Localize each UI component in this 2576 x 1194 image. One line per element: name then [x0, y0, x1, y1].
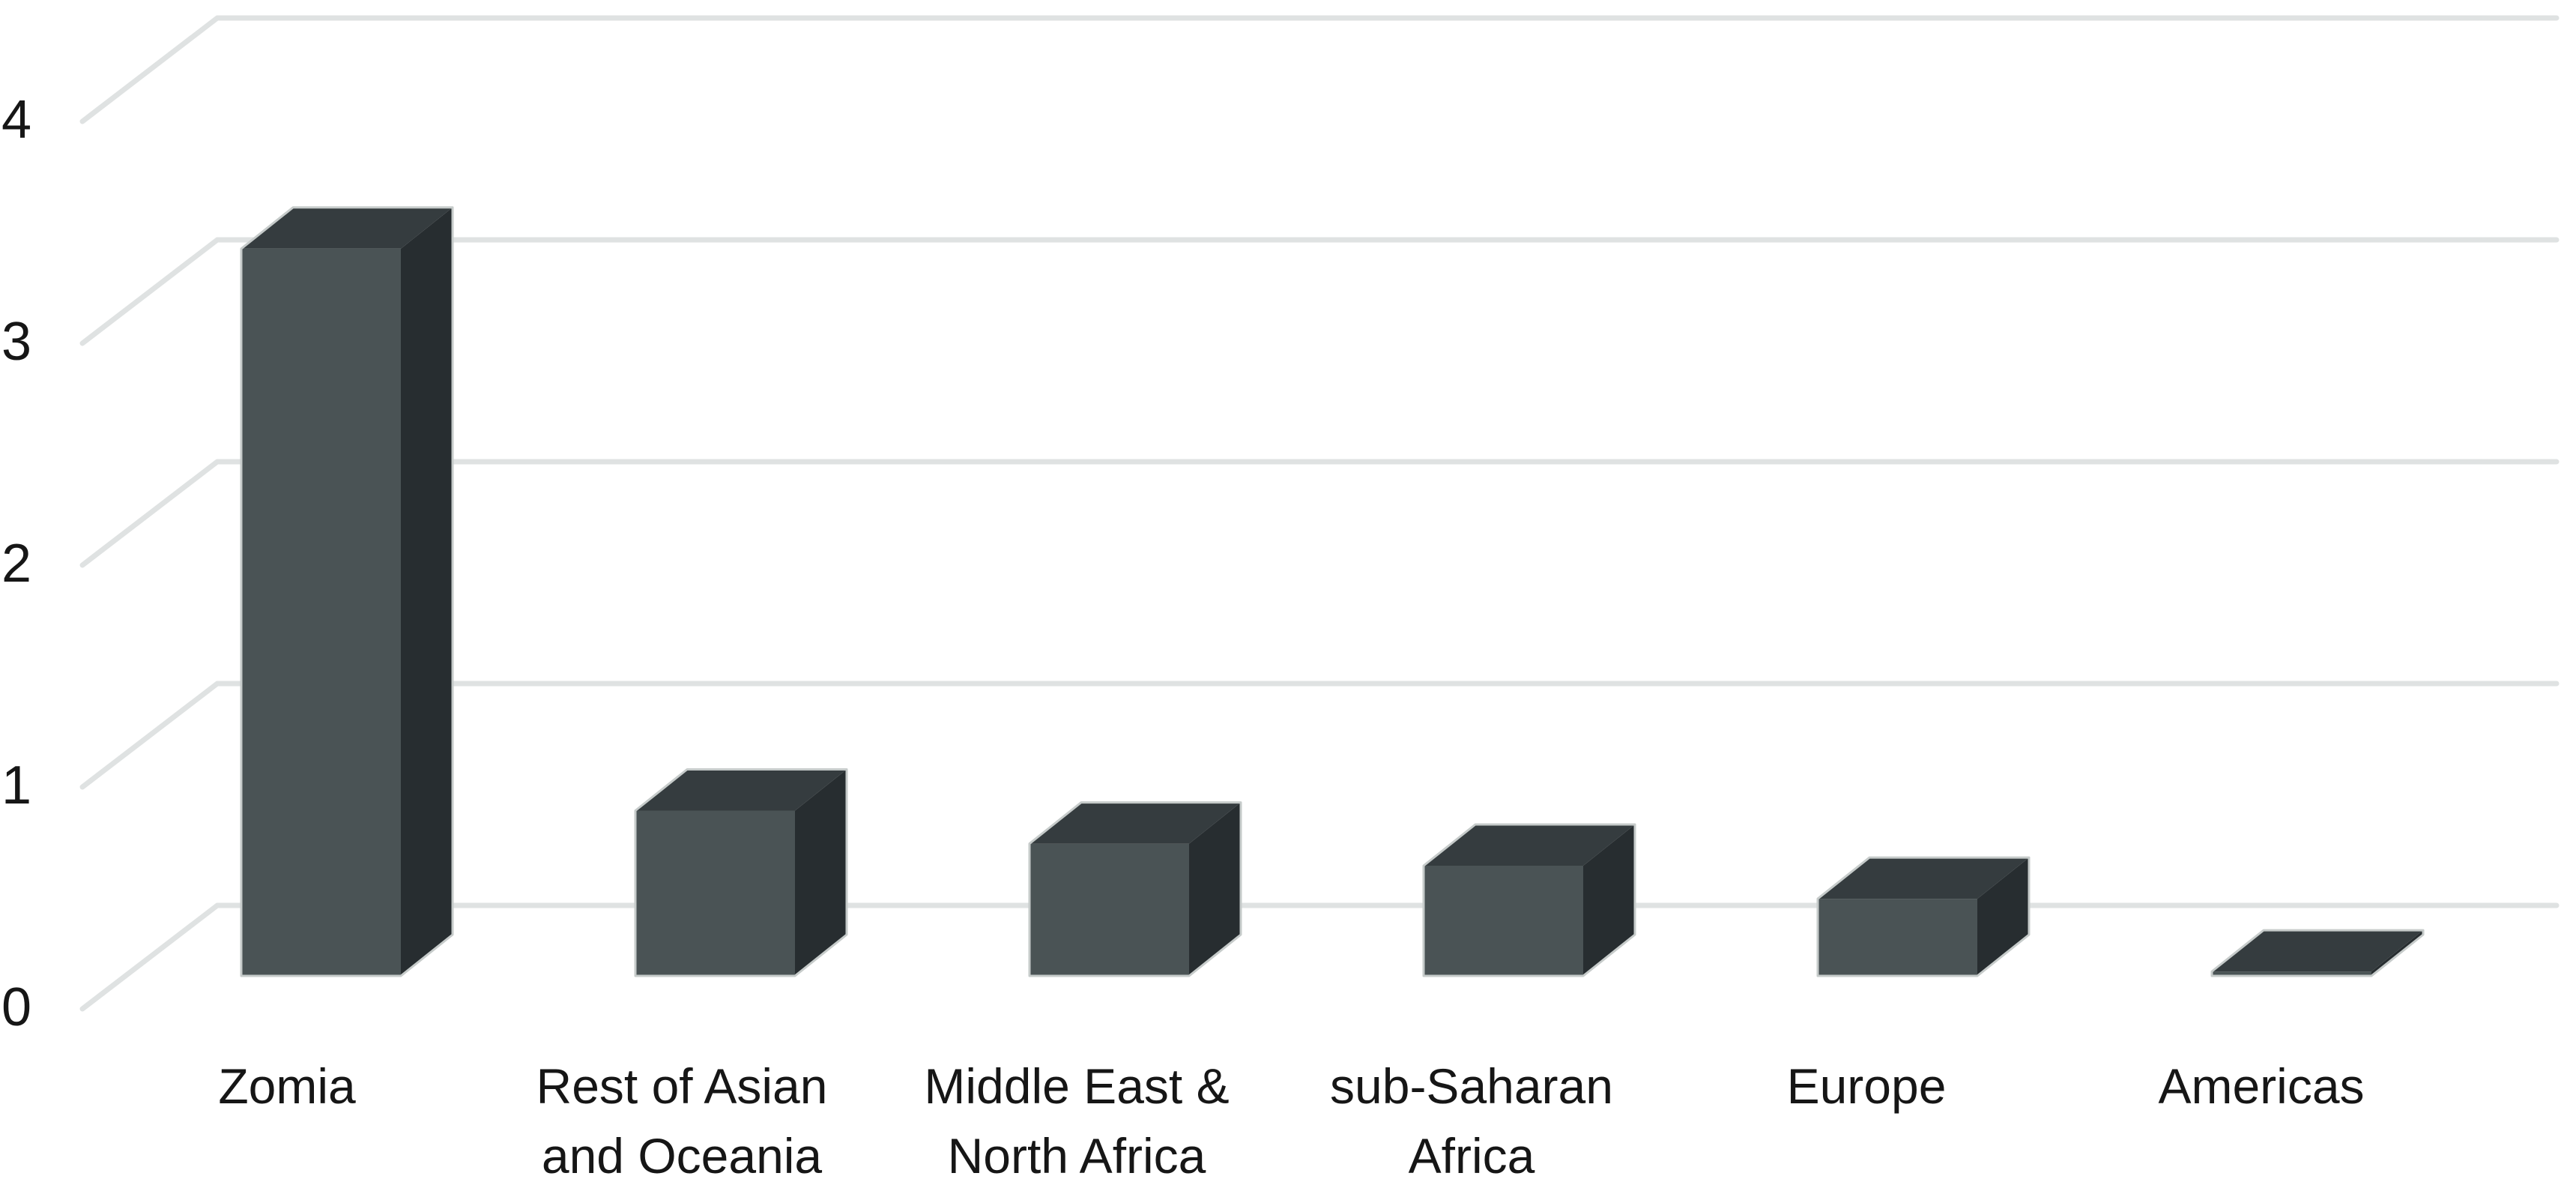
bar-side-face: [795, 769, 847, 976]
bar-front-face: [635, 810, 795, 976]
bar-top-face: [1818, 857, 2029, 899]
bar-edge-highlight: [1422, 823, 1636, 977]
bar-top-face: [2212, 930, 2423, 972]
bar-americas: [2210, 929, 2425, 977]
y-axis-tick-0: 0: [1, 977, 31, 1037]
x-axis-label-zomia: Zomia: [218, 1058, 356, 1114]
bar-top-face: [635, 769, 847, 811]
bar-side-face: [1583, 824, 1635, 976]
bar-edge-highlight: [2210, 929, 2425, 977]
bar-edge-highlight: [1816, 856, 2031, 977]
x-axis-label-rest-of-asian-and-oceania: Rest of Asian and Oceania: [536, 1058, 828, 1184]
bar-edge-highlight: [1028, 801, 1242, 977]
x-axis-label-europe: Europe: [1787, 1058, 1947, 1114]
bar-top-face: [241, 207, 453, 249]
bar-edge-highlight: [240, 206, 454, 977]
y-axis-tick-1: 1: [1, 756, 31, 815]
bar-side-face: [1189, 802, 1241, 976]
x-axis-label-sub-saharan-africa: sub-Saharan Africa: [1330, 1058, 1613, 1184]
bar-rest-of-asian-and-oceania: [634, 768, 848, 977]
x-axis-label-middle-east-north-africa: Middle East & North Africa: [924, 1058, 1229, 1184]
gridline-1: [79, 681, 2560, 790]
bar-front-face: [1424, 866, 1583, 976]
gridline-4: [79, 15, 2560, 124]
bar-middle-east-north-africa: [1028, 801, 1242, 977]
gridline-0: [79, 902, 2560, 1012]
gridline-2: [79, 459, 2560, 568]
y-axis-tick-4: 4: [1, 90, 31, 150]
y-axis-tick-2: 2: [1, 534, 31, 594]
y-axis-tick-3: 3: [1, 312, 31, 372]
bar-side-face: [1977, 857, 2029, 976]
bar-europe: [1816, 856, 2031, 977]
bar-top-face: [1030, 802, 1241, 844]
bar-front-face: [241, 248, 401, 976]
bar-side-face: [401, 207, 453, 976]
x-axis-label-americas: Americas: [2158, 1058, 2364, 1114]
bar-zomia: [240, 206, 454, 977]
bar-front-face: [1818, 899, 1977, 976]
bar-edge-highlight: [634, 768, 848, 977]
bar-sub-saharan-africa: [1422, 823, 1636, 977]
gridline-3: [79, 237, 2560, 346]
bar-top-face: [1424, 824, 1635, 866]
bar-front-face: [1030, 843, 1189, 976]
